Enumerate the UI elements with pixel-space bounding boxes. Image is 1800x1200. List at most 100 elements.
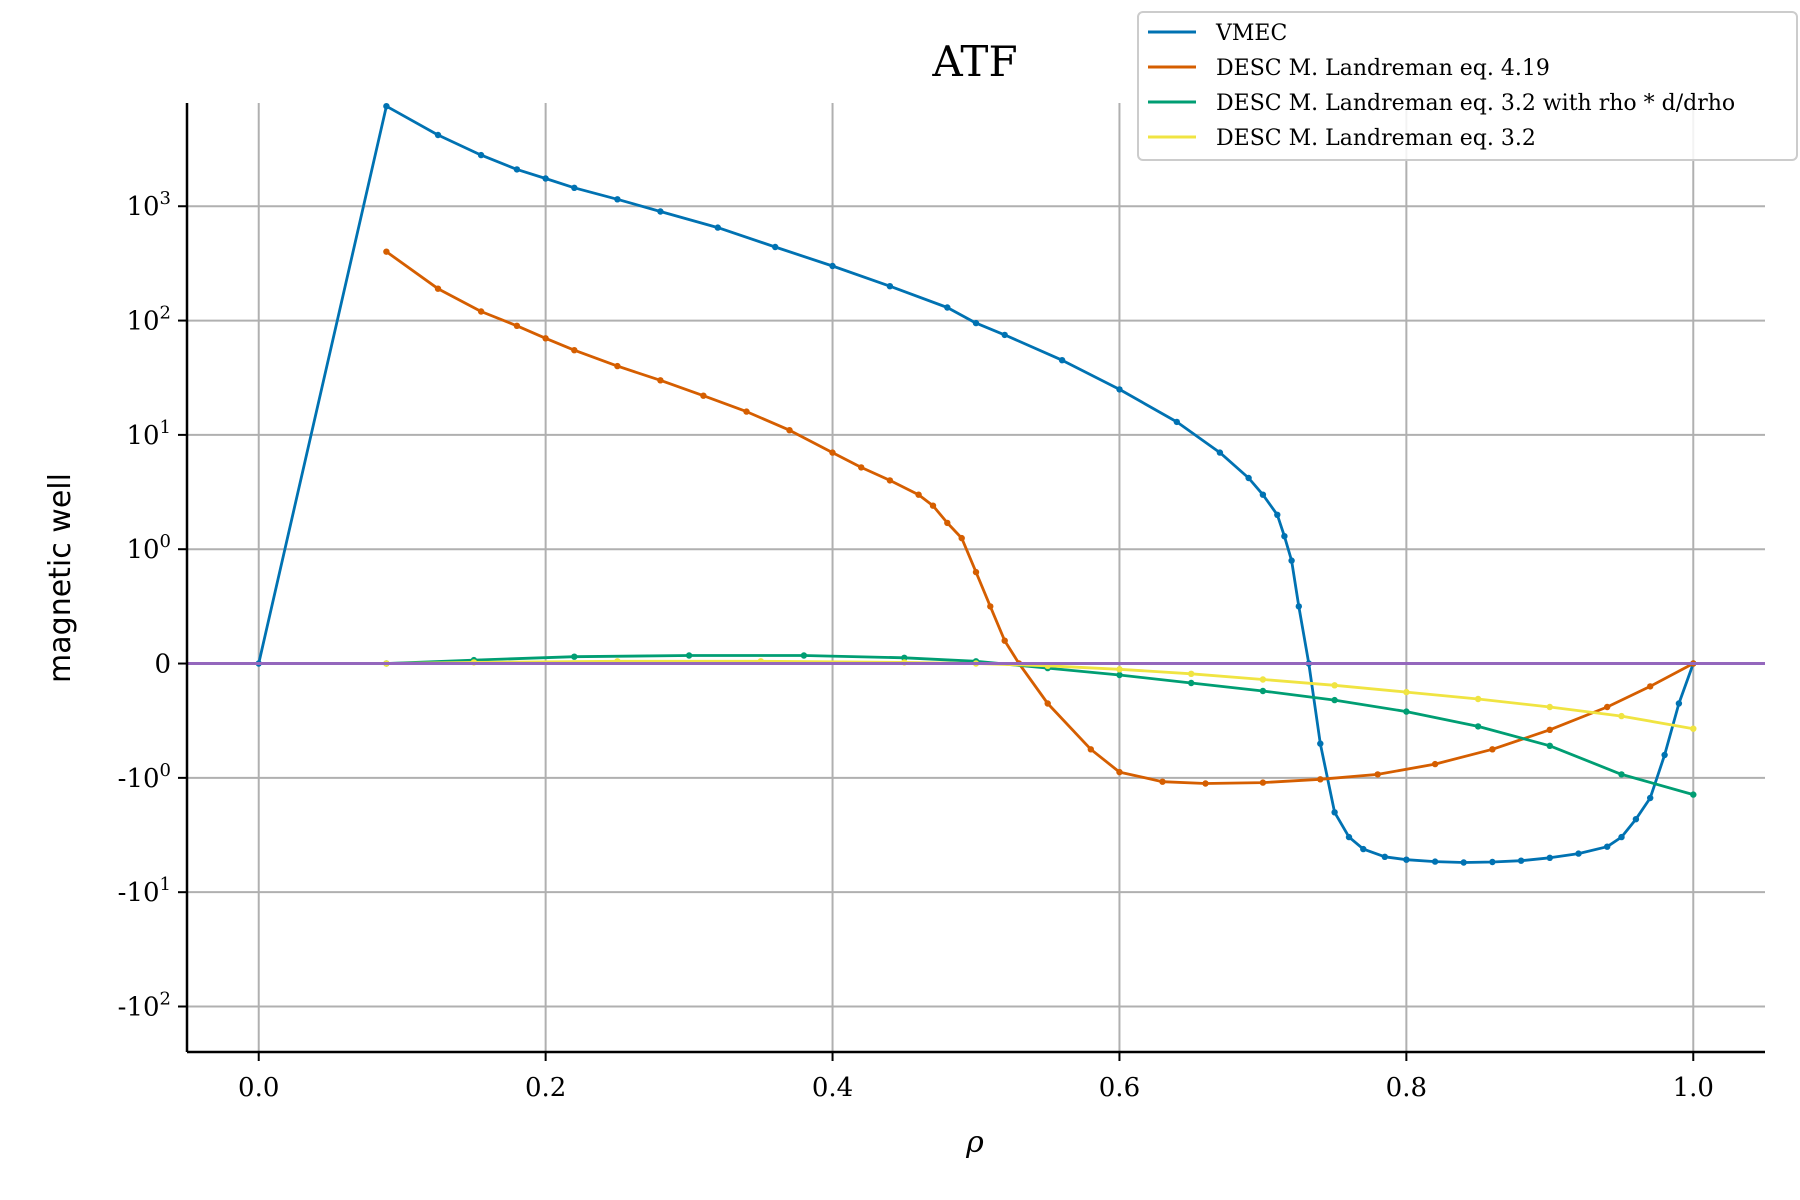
y-tick-label: -101 <box>118 874 171 908</box>
data-point <box>1431 760 1439 768</box>
data-point <box>1690 791 1697 798</box>
y-axis-label: magnetic well <box>43 473 78 683</box>
legend-item: DESC M. Landreman eq. 4.19 <box>1148 56 1550 81</box>
legend-label: VMEC <box>1215 21 1287 46</box>
data-point <box>858 464 865 471</box>
data-point <box>685 652 693 659</box>
data-point <box>1087 746 1095 753</box>
legend-label: DESC M. Landreman eq. 3.2 <box>1216 126 1536 151</box>
data-point <box>1661 751 1668 759</box>
y-tick-label: -100 <box>118 760 171 794</box>
data-point <box>1675 700 1683 707</box>
data-point <box>1259 676 1267 683</box>
data-point <box>1288 557 1295 564</box>
data-point <box>1604 703 1611 711</box>
data-point <box>513 166 521 173</box>
data-point <box>477 151 485 159</box>
data-point <box>1374 771 1381 778</box>
data-point <box>1116 386 1123 393</box>
series-1 <box>383 248 1697 787</box>
data-point <box>886 477 894 484</box>
data-point <box>1044 700 1051 707</box>
series-2 <box>383 652 1697 798</box>
data-point <box>477 308 485 315</box>
data-point <box>929 502 937 509</box>
data-point <box>1690 725 1697 732</box>
data-point <box>1575 850 1582 857</box>
data-point <box>1618 771 1625 778</box>
series-3 <box>383 658 1697 732</box>
x-tick-labels: 0.0 0.2 0.4 0.6 0.8 1.0 <box>238 1052 1714 1103</box>
data-point <box>829 262 836 270</box>
data-point <box>1632 816 1640 823</box>
data-point <box>1202 780 1209 787</box>
grid <box>187 103 1765 1052</box>
x-tick-label: 0.4 <box>812 1073 853 1103</box>
axes <box>185 103 1765 1054</box>
data-point <box>1331 696 1338 704</box>
legend: VMEC DESC M. Landreman eq. 4.19 DESC M. La… <box>1137 11 1798 161</box>
data-point <box>383 248 390 255</box>
data-point <box>571 184 578 191</box>
data-point <box>1188 670 1195 677</box>
data-point <box>1360 845 1367 853</box>
data-point <box>1460 859 1467 866</box>
data-point <box>657 377 664 384</box>
data-point <box>1489 858 1496 866</box>
data-point <box>743 408 750 415</box>
data-point <box>542 175 549 182</box>
data-point <box>1245 474 1252 482</box>
data-point <box>1618 712 1625 720</box>
data-point <box>1281 533 1288 540</box>
data-point <box>1116 666 1123 673</box>
data-point <box>1116 768 1123 776</box>
x-tick-label: 0.6 <box>1099 1073 1140 1103</box>
x-tick-label: 0.8 <box>1386 1073 1427 1103</box>
data-point <box>1618 833 1625 841</box>
data-point <box>714 224 721 231</box>
data-point <box>571 653 578 660</box>
y-tick-label: 100 <box>126 531 171 565</box>
data-point <box>772 243 779 251</box>
data-point <box>1274 511 1281 518</box>
series-line <box>257 104 1695 864</box>
data-point <box>700 392 707 399</box>
data-point <box>1259 687 1267 695</box>
data-point <box>1295 603 1303 610</box>
data-point <box>1317 776 1324 783</box>
data-point <box>614 196 621 203</box>
y-tick-label: 101 <box>126 417 171 451</box>
data-point <box>1058 357 1066 364</box>
data-point <box>1403 688 1410 696</box>
data-point <box>800 652 808 659</box>
data-point <box>571 347 578 354</box>
chart-title: ATF <box>931 37 1017 86</box>
data-point <box>1381 853 1389 860</box>
series-line <box>386 659 1694 731</box>
x-tick-label: 1.0 <box>1673 1073 1714 1103</box>
data-point <box>1431 858 1439 865</box>
x-tick-label: 0.2 <box>525 1073 566 1103</box>
data-point <box>1317 740 1324 747</box>
data-point <box>987 603 994 610</box>
data-point <box>1403 708 1410 715</box>
data-point <box>1345 833 1353 841</box>
y-tick-label: -102 <box>118 989 171 1023</box>
legend-box <box>1137 11 1798 161</box>
data-point <box>1647 794 1654 802</box>
data-point <box>1331 682 1338 689</box>
data-point <box>915 491 922 498</box>
data-point <box>1604 843 1611 850</box>
data-point <box>972 319 980 327</box>
data-point <box>901 654 908 661</box>
legend-item: DESC M. Landreman eq. 3.2 <box>1148 126 1536 151</box>
data-point <box>1546 854 1554 861</box>
y-tick-labels: 103 102 101 100 0 -100 -101 -102 <box>118 188 187 1023</box>
y-tick-label: 103 <box>126 188 171 222</box>
data-point <box>513 322 521 329</box>
data-point <box>542 335 549 342</box>
data-point <box>1159 778 1166 785</box>
data-point <box>1216 449 1224 456</box>
data-point <box>657 208 664 215</box>
